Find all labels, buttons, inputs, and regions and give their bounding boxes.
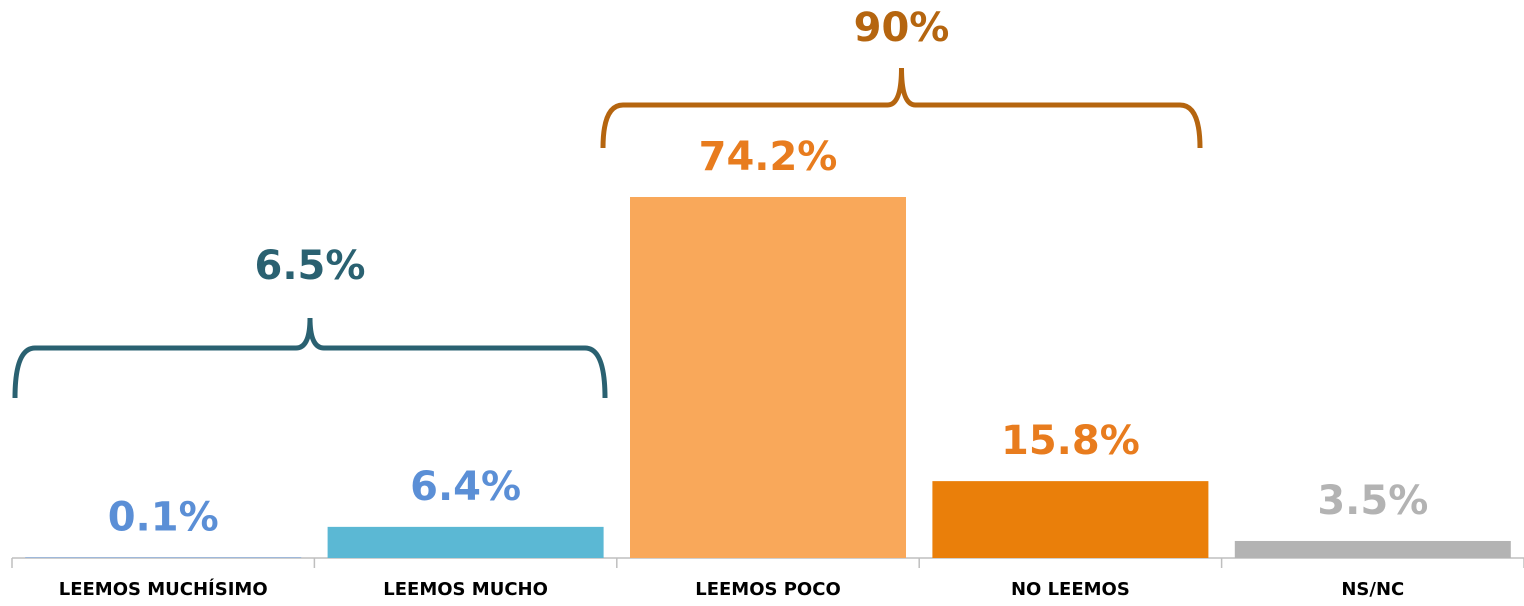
x-tick-label: NS/NC: [1341, 579, 1404, 600]
data-label: 6.4%: [410, 464, 521, 510]
bar: [932, 481, 1209, 558]
data-label: 74.2%: [699, 134, 838, 180]
annotation: 90%: [854, 5, 950, 51]
bracket: [12, 317, 608, 399]
x-tick-label: LEEMOS MUCHÍSIMO: [59, 578, 268, 600]
bar: [630, 197, 906, 558]
x-tick-label: LEEMOS MUCHO: [383, 579, 548, 600]
data-label: 3.5%: [1317, 478, 1428, 524]
x-tick-label: LEEMOS POCO: [695, 579, 841, 600]
data-label: 15.8%: [1001, 418, 1140, 464]
data-label: 0.1%: [108, 495, 219, 541]
bar: [327, 526, 604, 558]
annotation: 6.5%: [255, 243, 366, 289]
bar: [1234, 540, 1511, 558]
bracket: [600, 67, 1203, 149]
x-tick-label: NO LEEMOS: [1011, 579, 1130, 600]
